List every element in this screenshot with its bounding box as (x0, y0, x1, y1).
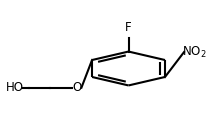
Text: NO$_2$: NO$_2$ (182, 45, 207, 60)
Text: O: O (72, 81, 81, 94)
Text: F: F (125, 21, 132, 34)
Text: HO: HO (6, 81, 24, 94)
